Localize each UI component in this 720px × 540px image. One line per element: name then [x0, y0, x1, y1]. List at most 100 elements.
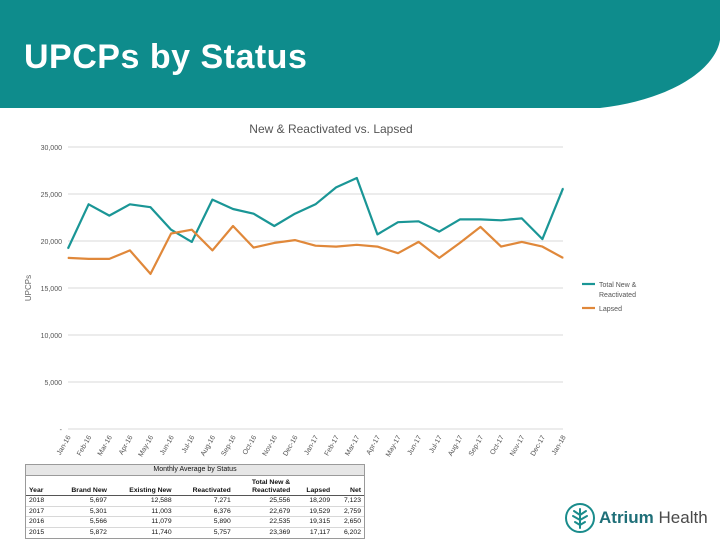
table-cell: 2,650: [333, 516, 364, 527]
data-point: [479, 226, 482, 228]
data-point: [253, 246, 255, 249]
data-point: [335, 186, 337, 189]
logo-text: Atrium Health: [599, 508, 708, 528]
table-cell: 17,117: [293, 526, 334, 537]
series-line-lapsed: [67, 224, 564, 275]
table-header-row: Year Brand New Existing New Reactivated Tota…: [26, 479, 364, 496]
data-point: [418, 220, 420, 222]
table-header-cell: Net: [333, 479, 364, 496]
data-point: [108, 215, 110, 217]
data-point: [356, 177, 358, 179]
table-cell: 25,556: [233, 495, 294, 506]
atrium-health-logo: Atrium Health: [565, 500, 715, 536]
x-tick-label: Apr-17: [366, 434, 383, 456]
data-point: [376, 246, 378, 248]
table-cell: 5,697: [54, 495, 110, 506]
table-cell: 2,759: [333, 505, 364, 517]
x-tick-label: Mar-17: [344, 434, 361, 457]
data-point: [273, 242, 275, 244]
legend-label: Reactivated: [599, 292, 636, 299]
x-tick-label: Aug-16: [200, 434, 217, 457]
x-tick-label: Jun-16: [159, 434, 176, 456]
data-point: [170, 232, 172, 235]
data-point: [397, 221, 399, 223]
table-cell: 2015: [26, 526, 55, 537]
data-point: [253, 213, 255, 215]
table-cell: 11,740: [109, 526, 175, 537]
table-cell: 5,757: [174, 526, 234, 537]
table-header-cell: Lapsed: [293, 479, 334, 496]
table-cell: 23,369: [233, 526, 294, 537]
y-tick-label: 5,000: [44, 380, 62, 387]
data-point: [376, 233, 378, 236]
y-tick-label: 30,000: [41, 145, 63, 152]
data-point: [294, 239, 296, 241]
table-header-cell: Brand New: [54, 479, 110, 496]
y-tick-label: 20,000: [41, 239, 63, 246]
data-point: [335, 246, 337, 248]
data-point: [211, 249, 213, 251]
x-tick-label: Jul-17: [428, 434, 444, 454]
data-point: [562, 257, 564, 259]
logo-text-rest: Health: [653, 508, 708, 527]
table-cell: 6,376: [174, 505, 234, 517]
data-point: [459, 218, 461, 220]
table-cell: 5,872: [54, 526, 110, 537]
x-tick-label: May-16: [137, 434, 155, 458]
table-cell: 2017: [26, 505, 55, 517]
legend-label: Total New &: [599, 282, 637, 289]
data-point: [314, 203, 317, 205]
x-tick-label: Jan-16: [56, 434, 73, 456]
data-point: [232, 225, 234, 227]
table-row: 2017 5,301 11,003 6,376 22,679 19,529 2,759: [26, 505, 364, 517]
table-cell: 11,079: [109, 516, 175, 527]
data-point: [356, 244, 358, 246]
data-point: [191, 229, 193, 231]
table-cell: 22,535: [233, 516, 294, 527]
x-tick-label: Feb-16: [76, 434, 93, 457]
x-tick-label: Nov-17: [509, 434, 526, 457]
table-cell: 22,679: [233, 505, 294, 517]
data-point: [88, 258, 90, 260]
data-point: [541, 246, 543, 248]
table-header-cell: Reactivated: [174, 479, 234, 496]
table-title: Monthly Average by Status: [26, 465, 364, 476]
data-point: [170, 229, 172, 231]
chart-title: New & Reactivated vs. Lapsed: [249, 122, 412, 136]
x-tick-label: Sep-16: [220, 434, 237, 457]
y-tick-label: 25,000: [41, 192, 63, 199]
table-cell: 2016: [26, 516, 55, 527]
data-point: [397, 252, 399, 254]
page-title: UPCPs by Status: [24, 38, 308, 76]
legend-label: Lapsed: [599, 306, 622, 313]
x-tick-label: Dec-17: [530, 434, 547, 457]
table-cell: 19,315: [293, 516, 334, 527]
y-axis-label: UPCPs: [24, 275, 33, 301]
table-cell: 5,890: [174, 516, 234, 527]
x-tick-label: Dec-16: [282, 434, 299, 457]
y-tick-label: -: [60, 427, 63, 434]
data-point: [232, 208, 234, 210]
data-point: [562, 187, 564, 189]
x-tick-label: Jan-18: [551, 434, 568, 456]
tree-icon: [565, 503, 595, 533]
table-cell: 18,209: [293, 495, 334, 506]
x-tick-label: Oct-17: [489, 434, 506, 456]
logo-text-bold: Atrium: [599, 508, 654, 527]
x-tick-label: Oct-16: [242, 434, 259, 456]
data-point: [129, 249, 131, 251]
data-point: [273, 225, 275, 227]
table-cell: 7,271: [174, 495, 234, 506]
title-bar: [0, 0, 720, 108]
data-point: [314, 245, 317, 247]
table-cell: 2018: [26, 495, 55, 506]
table-cell: 5,301: [54, 505, 110, 517]
table-header-cell: Year: [26, 479, 55, 496]
data-point: [418, 241, 420, 243]
table-row: 2016 5,566 11,079 5,890 22,535 19,315 2,650: [26, 516, 364, 527]
x-tick-label: Nov-16: [262, 434, 279, 457]
data-point: [479, 218, 482, 220]
data-point: [129, 203, 131, 205]
data-point: [459, 242, 461, 244]
table-cell: 6,202: [333, 526, 364, 537]
